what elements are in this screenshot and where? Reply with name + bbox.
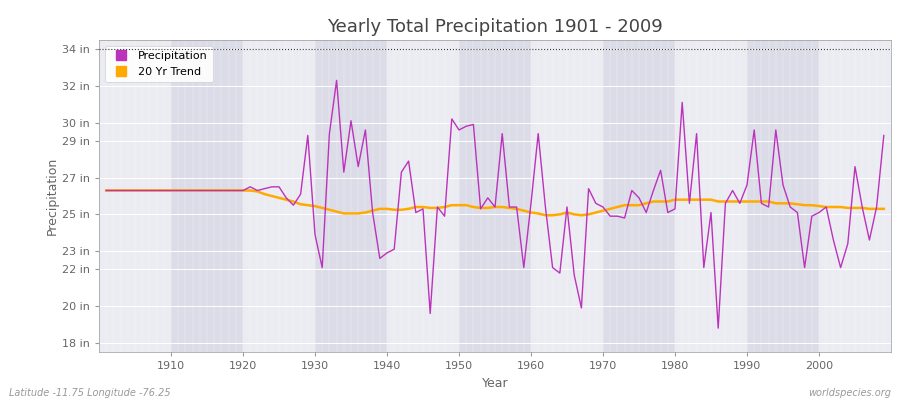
Bar <box>675 40 747 352</box>
Y-axis label: Precipitation: Precipitation <box>46 157 59 235</box>
Text: worldspecies.org: worldspecies.org <box>808 388 891 398</box>
Text: Latitude -11.75 Longitude -76.25: Latitude -11.75 Longitude -76.25 <box>9 388 171 398</box>
Title: Yearly Total Precipitation 1901 - 2009: Yearly Total Precipitation 1901 - 2009 <box>327 18 663 36</box>
Bar <box>99 40 171 352</box>
Legend: Precipitation, 20 Yr Trend: Precipitation, 20 Yr Trend <box>104 46 213 82</box>
Bar <box>243 40 315 352</box>
Bar <box>531 40 603 352</box>
Bar <box>387 40 459 352</box>
Bar <box>819 40 891 352</box>
X-axis label: Year: Year <box>482 376 508 390</box>
